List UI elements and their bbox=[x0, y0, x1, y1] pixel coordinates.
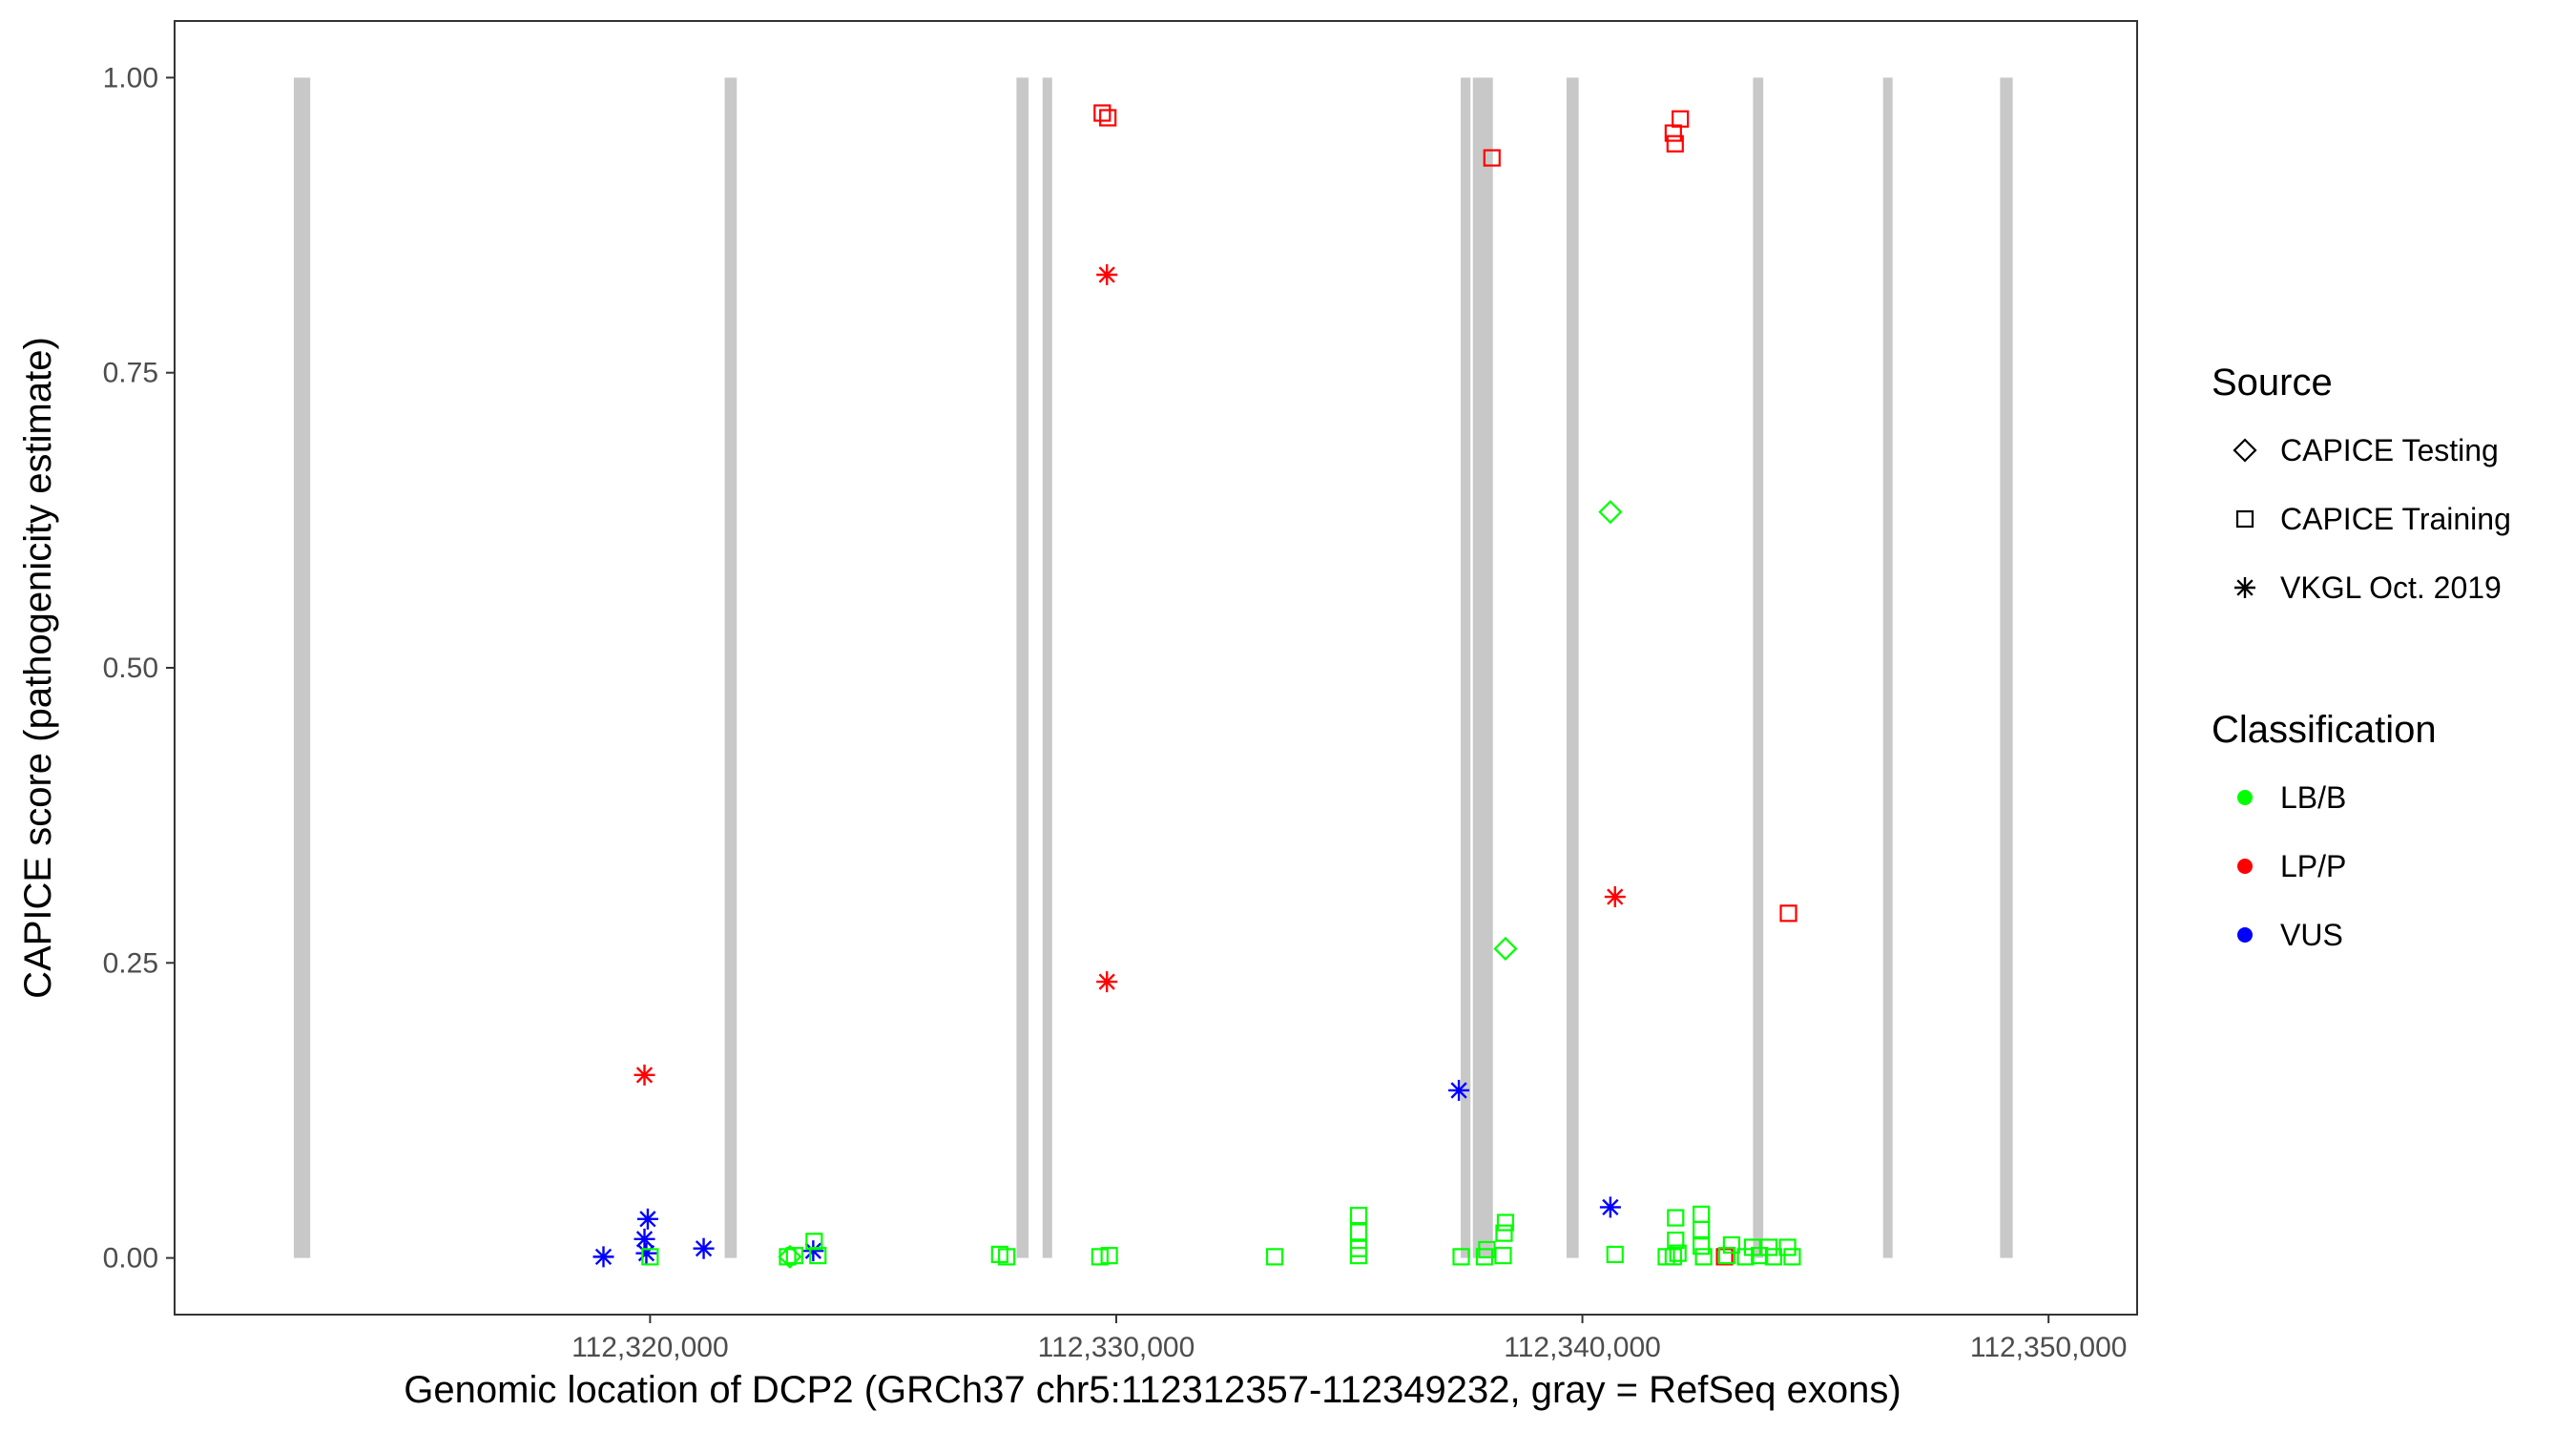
y-axis-title: CAPICE score (pathogenicity estimate) bbox=[17, 337, 59, 999]
data-point-13 bbox=[592, 1246, 614, 1268]
exon-band-7 bbox=[1566, 77, 1579, 1258]
data-point-19 bbox=[1448, 1079, 1470, 1101]
data-point-9 bbox=[1096, 264, 1118, 286]
data-point-49 bbox=[1669, 1244, 1687, 1262]
y-tick-label: 1.00 bbox=[103, 62, 158, 93]
legend-classification-label: LB/B bbox=[2280, 780, 2346, 815]
legend-classification-items: LB/B LP/P VUS bbox=[2237, 780, 2346, 952]
data-point-55 bbox=[1722, 1235, 1741, 1255]
x-axis: 112,320,000 112,330,000 112,340,000 112,350… bbox=[571, 1315, 2127, 1363]
data-point-52 bbox=[1693, 1237, 1711, 1255]
data-point-34 bbox=[1349, 1206, 1368, 1225]
legend-classification-label: VUS bbox=[2280, 918, 2343, 952]
legend-classification-title: Classification bbox=[2212, 709, 2437, 751]
data-point-11 bbox=[634, 1064, 655, 1086]
legend-source-title: Source bbox=[2212, 362, 2333, 404]
data-point-62 bbox=[1783, 1248, 1801, 1266]
data-point-17 bbox=[693, 1237, 715, 1259]
data-point-31 bbox=[1091, 1248, 1109, 1266]
data-point-53 bbox=[1694, 1248, 1713, 1266]
legend-source-label: VKGL Oct. 2019 bbox=[2280, 570, 2502, 605]
data-point-10 bbox=[1096, 971, 1118, 993]
legend-source-items: CAPICE Testing CAPICE Training VKGL Oct. 2… bbox=[2233, 433, 2511, 605]
data-point-16 bbox=[635, 1242, 657, 1264]
data-point-1 bbox=[1093, 104, 1111, 122]
x-tick-label: 112,320,000 bbox=[571, 1332, 729, 1363]
data-point-23 bbox=[778, 1244, 802, 1269]
data-point-43 bbox=[1495, 1224, 1513, 1242]
y-axis: 0.00 0.25 0.50 0.75 1.00 bbox=[103, 62, 175, 1275]
exon-band-5 bbox=[1461, 77, 1471, 1258]
data-point-28 bbox=[809, 1247, 827, 1265]
data-point-35 bbox=[1349, 1223, 1368, 1241]
data-point-32 bbox=[1100, 1247, 1118, 1265]
data-point-50 bbox=[1693, 1205, 1711, 1223]
exon-band-2 bbox=[724, 77, 737, 1258]
exon-bands bbox=[293, 77, 2013, 1258]
exon-band-10 bbox=[2000, 77, 2013, 1258]
exon-band-8 bbox=[1753, 77, 1764, 1258]
legend-source-label: CAPICE Testing bbox=[2280, 433, 2499, 467]
data-point-26 bbox=[785, 1247, 803, 1265]
data-point-14 bbox=[634, 1228, 655, 1250]
data-point-47 bbox=[1667, 1209, 1685, 1227]
x-tick-label: 112,330,000 bbox=[1038, 1332, 1195, 1363]
data-point-24 bbox=[641, 1248, 659, 1266]
data-point-22 bbox=[1493, 936, 1518, 962]
data-point-60 bbox=[1764, 1248, 1782, 1266]
data-point-18 bbox=[802, 1240, 824, 1262]
exon-band-3 bbox=[1016, 77, 1029, 1258]
data-point-6 bbox=[1672, 110, 1690, 128]
exon-band-9 bbox=[1882, 77, 1893, 1258]
plot-panel-border bbox=[174, 20, 2138, 1316]
data-point-20 bbox=[1599, 1196, 1621, 1218]
data-point-61 bbox=[1778, 1238, 1797, 1256]
y-tick-label: 0.00 bbox=[103, 1243, 158, 1275]
legend-key-square bbox=[2235, 509, 2254, 529]
data-point-5 bbox=[1666, 135, 1684, 153]
legend-key-asterisk bbox=[2234, 577, 2255, 598]
data-point-21 bbox=[1598, 500, 1623, 525]
exon-band-1 bbox=[293, 77, 311, 1258]
data-point-40 bbox=[1478, 1240, 1496, 1259]
y-tick-label: 0.50 bbox=[103, 653, 158, 684]
legend-key-diamond bbox=[2233, 438, 2257, 463]
x-axis-title: Genomic location of DCP2 (GRCh37 chr5:11… bbox=[404, 1369, 1901, 1411]
data-point-12 bbox=[1604, 886, 1626, 908]
data-point-59 bbox=[1759, 1238, 1778, 1256]
data-point-37 bbox=[1349, 1247, 1368, 1265]
data-point-30 bbox=[998, 1248, 1016, 1266]
legend-key-dot bbox=[2237, 859, 2253, 874]
x-tick-label: 112,350,000 bbox=[1970, 1332, 2128, 1363]
data-point-41 bbox=[1494, 1247, 1512, 1265]
data-point-27 bbox=[805, 1233, 823, 1251]
legend-source-label: CAPICE Training bbox=[2280, 502, 2511, 536]
data-point-7 bbox=[1779, 904, 1797, 923]
y-tick-label: 0.25 bbox=[103, 947, 158, 979]
data-point-44 bbox=[1606, 1245, 1624, 1264]
legend-classification-label: LP/P bbox=[2280, 849, 2346, 883]
data-point-46 bbox=[1664, 1248, 1682, 1266]
data-point-33 bbox=[1265, 1248, 1284, 1266]
legend-key-dot bbox=[2237, 927, 2253, 943]
data-point-51 bbox=[1693, 1220, 1711, 1239]
exon-band-4 bbox=[1042, 77, 1052, 1258]
data-point-54 bbox=[1717, 1247, 1736, 1265]
data-point-15 bbox=[636, 1208, 658, 1230]
legend: Source CAPICE Testing CAPICE Training VKGL… bbox=[2212, 362, 2511, 952]
data-point-3 bbox=[1483, 149, 1501, 167]
data-point-38 bbox=[1452, 1248, 1470, 1266]
legend-key-dot bbox=[2237, 790, 2253, 805]
data-point-42 bbox=[1496, 1213, 1515, 1232]
exon-band-6 bbox=[1472, 77, 1493, 1258]
x-tick-label: 112,340,000 bbox=[1504, 1332, 1661, 1363]
data-points bbox=[592, 104, 1801, 1269]
y-tick-label: 0.75 bbox=[103, 358, 158, 389]
data-point-48 bbox=[1667, 1231, 1685, 1250]
data-point-2 bbox=[1099, 109, 1117, 127]
